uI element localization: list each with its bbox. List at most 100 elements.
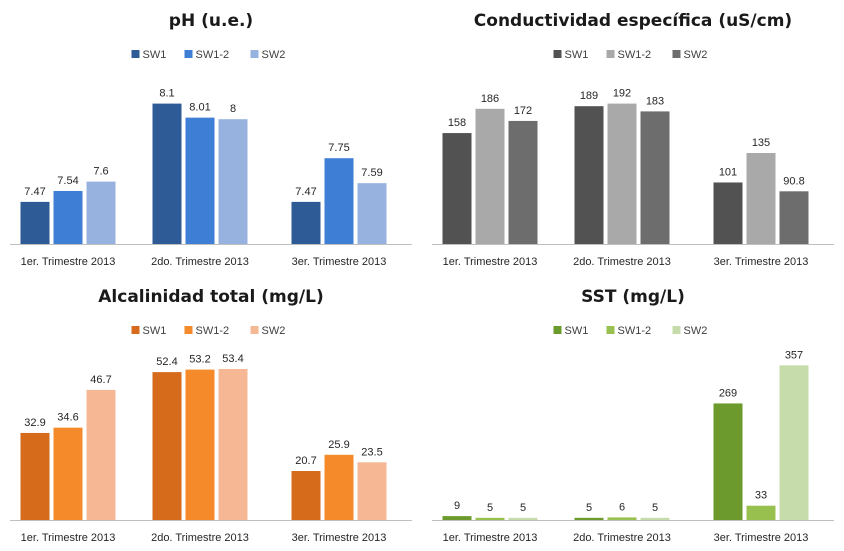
data-label-sw2-q3: 23.5 <box>361 446 382 458</box>
legend-item-sw1: SW1 <box>131 49 167 61</box>
x-tick-label-q1: 1er. Trimestre 2013 <box>21 256 116 268</box>
x-tick-label-q2: 2do. Trimestre 2013 <box>573 256 671 268</box>
data-label-sw2-q1: 5 <box>520 502 526 514</box>
bar-sw2-q2 <box>640 517 670 520</box>
data-label-sw2-q2: 53.4 <box>222 353 243 365</box>
alkalinity-chart-title: Alcalinidad total (mg/L) <box>98 287 323 307</box>
data-label-sw2-q1: 7.6 <box>93 166 108 178</box>
bar-sw1-2-q2 <box>185 117 215 244</box>
legend-item-sw2: SW2 <box>672 325 708 337</box>
data-label-sw1-q2: 52.4 <box>156 356 177 368</box>
bar-sw1-q3 <box>291 201 321 244</box>
data-label-sw1-2-q1: 186 <box>481 93 499 105</box>
data-label-sw1-q1: 32.9 <box>24 417 45 429</box>
legend-swatch-sw1-2 <box>184 326 193 334</box>
bar-sw1-2-q3 <box>324 454 354 520</box>
bar-sw2-q3 <box>779 191 809 244</box>
bar-sw1-q2 <box>574 517 604 520</box>
legend-label-sw1: SW1 <box>565 325 589 337</box>
data-label-sw2-q3: 7.59 <box>361 167 382 179</box>
legend-swatch-sw1 <box>553 326 562 334</box>
bar-sw1-q3 <box>713 182 743 244</box>
data-label-sw2-q2: 183 <box>646 95 664 107</box>
bar-sw1-2-q2 <box>185 369 215 520</box>
data-label-sw1-q3: 269 <box>719 387 737 399</box>
legend-swatch-sw1-2 <box>606 50 615 58</box>
legend-item-sw1: SW1 <box>131 325 167 337</box>
x-tick-label-q1: 1er. Trimestre 2013 <box>21 532 116 544</box>
bar-sw1-q1 <box>20 201 50 244</box>
x-tick-label-q2: 2do. Trimestre 2013 <box>573 532 671 544</box>
ph-chart-title: pH (u.e.) <box>169 11 253 31</box>
bar-sw1-2-q2 <box>607 517 637 520</box>
legend-item-sw1: SW1 <box>553 49 589 61</box>
bar-sw1-q3 <box>713 403 743 520</box>
legend-item-sw2: SW2 <box>250 49 286 61</box>
data-label-sw1-q1: 9 <box>454 500 460 512</box>
bar-sw2-q3 <box>357 183 387 244</box>
bar-sw1-q2 <box>574 106 604 244</box>
data-label-sw2-q1: 172 <box>514 105 532 117</box>
data-label-sw1-q3: 20.7 <box>295 455 316 467</box>
legend-label-sw2: SW2 <box>684 325 708 337</box>
legend-label-sw1: SW1 <box>143 325 167 337</box>
bar-sw1-q1 <box>442 516 472 520</box>
data-label-sw1-2-q2: 8.01 <box>189 102 210 114</box>
data-label-sw2-q2: 5 <box>652 502 658 514</box>
x-tick-label-q2: 2do. Trimestre 2013 <box>151 532 249 544</box>
x-tick-label-q3: 3er. Trimestre 2013 <box>714 532 809 544</box>
legend-item-sw1-2: SW1-2 <box>184 49 229 61</box>
legend-label-sw1: SW1 <box>143 49 167 61</box>
bar-sw2-q2 <box>218 368 248 520</box>
data-label-sw1-q2: 189 <box>580 90 598 102</box>
data-label-sw1-2-q1: 5 <box>487 502 493 514</box>
data-label-sw1-2-q3: 7.75 <box>328 142 349 154</box>
legend-swatch-sw1 <box>131 50 140 58</box>
x-tick-label-q1: 1er. Trimestre 2013 <box>443 256 538 268</box>
bar-sw1-2-q2 <box>607 103 637 244</box>
bar-sw1-2-q1 <box>475 517 505 520</box>
bar-sw2-q2 <box>640 111 670 245</box>
bar-sw1-q2 <box>152 103 182 244</box>
data-label-sw1-2-q3: 33 <box>755 490 767 502</box>
legend-label-sw1: SW1 <box>565 49 589 61</box>
data-label-sw1-2-q3: 25.9 <box>328 439 349 451</box>
alkalinity-chart: Alcalinidad total (mg/L) SW1 SW1-2 SW2 32.9 5… <box>10 287 412 544</box>
sst-chart: SST (mg/L) SW1 SW1-2 SW2 9 5 269 5 6 33 5 5 357 1er. … <box>432 287 834 544</box>
legend-item-sw1-2: SW1-2 <box>606 325 651 337</box>
bar-sw1-2-q1 <box>53 427 83 520</box>
x-tick-label-q3: 3er. Trimestre 2013 <box>714 256 809 268</box>
legend-swatch-sw2 <box>250 50 259 58</box>
conductivity-chart: Conductividad específica (uS/cm) SW1 SW1-2… <box>432 11 834 268</box>
legend-swatch-sw2 <box>250 326 259 334</box>
legend-item-sw1: SW1 <box>553 325 589 337</box>
legend-label-sw2: SW2 <box>262 49 286 61</box>
data-label-sw1-q3: 101 <box>719 166 737 178</box>
bar-sw2-q1 <box>508 120 538 244</box>
x-tick-label-q2: 2do. Trimestre 2013 <box>151 256 249 268</box>
legend-swatch-sw1 <box>553 50 562 58</box>
ph-chart: pH (u.e.) SW1 SW1-2 SW2 7.47 8.1 7.47 7.54 8.01 7… <box>10 11 412 268</box>
legend-label-sw2: SW2 <box>262 325 286 337</box>
bar-sw1-2-q3 <box>746 153 776 244</box>
bar-sw1-2-q3 <box>324 158 354 244</box>
data-label-sw2-q3: 357 <box>785 349 803 361</box>
legend-swatch-sw2 <box>672 50 681 58</box>
legend-item-sw1-2: SW1-2 <box>606 49 651 61</box>
bar-sw2-q1 <box>86 389 116 520</box>
bar-sw2-q2 <box>218 119 248 244</box>
data-label-sw1-q1: 158 <box>448 117 466 129</box>
data-label-sw1-2-q2: 6 <box>619 501 625 513</box>
legend-item-sw1-2: SW1-2 <box>184 325 230 337</box>
bar-sw1-q1 <box>20 432 50 520</box>
x-tick-label-q3: 3er. Trimestre 2013 <box>292 256 387 268</box>
bar-sw1-q2 <box>152 372 182 520</box>
conductivity-chart-title: Conductividad específica (uS/cm) <box>474 11 792 31</box>
bar-sw1-2-q3 <box>746 505 776 520</box>
data-label-sw2-q2: 8 <box>230 103 236 115</box>
data-label-sw1-q2: 8.1 <box>159 88 174 100</box>
legend-label-sw1-2: SW1-2 <box>196 325 230 337</box>
data-label-sw1-q3: 7.47 <box>295 186 316 198</box>
bar-sw1-q3 <box>291 471 321 520</box>
legend-swatch-sw2 <box>672 326 681 334</box>
